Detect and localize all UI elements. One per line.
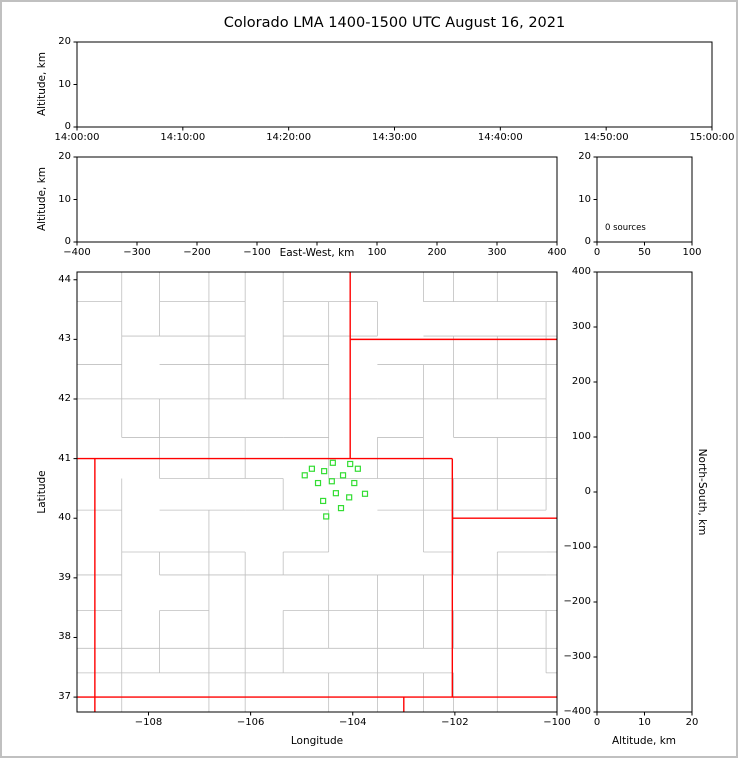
lma-station-marker <box>361 490 369 497</box>
ew_height-xtick-label: −200 <box>183 247 211 258</box>
ew-height-xlabel: East-West, km <box>279 247 355 259</box>
time_height-xtick-label: 14:10:00 <box>160 132 206 143</box>
time_height-ytick-label: 10 <box>58 78 71 90</box>
plan_view-ytick-label: 44 <box>58 273 71 285</box>
height_ns-xtick-label: 0 <box>593 717 601 728</box>
height_ns-ytick-label: −100 <box>563 541 591 552</box>
lma-station-marker <box>328 478 335 485</box>
alt_histogram-xtick-label: 0 <box>593 247 601 258</box>
time_height-ytick-label: 20 <box>58 36 71 47</box>
ew_height-xtick-label: 100 <box>367 247 387 258</box>
height_ns-ytick-label: 200 <box>571 376 591 387</box>
map-ylabel: Latitude <box>36 470 48 514</box>
height_ns-ytick-label: −400 <box>563 706 591 717</box>
plan_view-xtick-label: −102 <box>441 717 469 728</box>
height_ns-ytick-label: −200 <box>563 596 591 607</box>
alt_histogram-xtick-label: 50 <box>638 247 651 258</box>
time_height-xtick-label: 14:40:00 <box>477 132 523 143</box>
county-borders <box>77 272 557 712</box>
plan_view-xtick-label: −104 <box>339 717 367 728</box>
ew_height-xtick-label: −300 <box>123 247 151 258</box>
lma-station-marker <box>337 504 345 512</box>
height_ns-ytick-label: −300 <box>563 651 591 662</box>
figure-title: Colorado LMA 1400-1500 UTC August 16, 20… <box>223 15 566 31</box>
ew_height-frame <box>76 156 558 243</box>
height_ns-ytick-label: 0 <box>584 486 591 497</box>
lma-station-marker <box>339 472 347 479</box>
time_height-xtick-label: 14:00:00 <box>54 132 100 143</box>
ew_height-xtick-label: −400 <box>63 247 91 258</box>
plan_view-xtick-label: −108 <box>134 717 163 728</box>
time_height-xtick-label: 15:00:00 <box>689 132 735 143</box>
time_height-ytick-label: 0 <box>64 121 71 132</box>
ew_height-ytick-label: 20 <box>58 151 71 162</box>
lma-station-marker <box>301 472 308 479</box>
ew_height-ytick-label: 0 <box>64 236 71 247</box>
ns-height-xlabel: Altitude, km <box>611 735 676 747</box>
state-borders <box>77 272 557 712</box>
plan_view-xtick-label: −106 <box>236 717 265 728</box>
time_height-xtick-label: 14:20:00 <box>266 132 312 143</box>
plan_view-ytick-label: 43 <box>58 333 71 345</box>
height_ns-ytick-label: 400 <box>571 266 591 277</box>
alt_histogram-ytick-label: 10 <box>578 193 591 205</box>
map-xlabel: Longitude <box>290 735 344 747</box>
lma-station-marker <box>323 513 330 520</box>
lma-station-marker <box>347 460 354 468</box>
height_ns-frame <box>596 271 693 713</box>
plan_view-ytick-label: 40 <box>58 512 71 524</box>
lma-station-marker <box>329 459 336 466</box>
ew_height-xtick-label: 200 <box>427 247 447 258</box>
alt_histogram-ytick-label: 20 <box>578 151 591 162</box>
height_ns-ytick-label: 300 <box>571 321 591 332</box>
height_ns-ytick-label: 100 <box>571 431 591 442</box>
ew_height-xtick-label: 300 <box>487 247 507 258</box>
plan_view-ytick-label: 39 <box>58 571 71 583</box>
plan_view-ytick-label: 42 <box>58 392 71 404</box>
time_height-xtick-label: 14:30:00 <box>372 132 417 143</box>
plan_view-ytick-label: 37 <box>58 691 71 703</box>
ew_height-ytick-label: 10 <box>58 193 71 205</box>
lma-station-marker <box>314 479 322 487</box>
ns-height-ylabel: North-South, km <box>696 448 708 536</box>
plan_view-ytick-label: 38 <box>58 631 71 643</box>
lma-station-marker <box>332 490 339 497</box>
lma-station-marker <box>321 468 328 475</box>
alt_histogram-ytick-label: 0 <box>584 236 591 247</box>
lma-station-marker <box>346 494 353 501</box>
height_ns-xtick-label: 20 <box>685 717 699 728</box>
plan_view-xtick-label: −100 <box>543 717 571 728</box>
lma-station-marker <box>308 465 315 472</box>
time_height-xtick-label: 14:50:00 <box>583 132 629 143</box>
alt_histogram-xtick-label: 100 <box>682 247 702 258</box>
height_ns-xtick-label: 10 <box>638 717 651 728</box>
lma-station-marker <box>351 479 358 487</box>
plan_view-ytick-label: 41 <box>58 452 71 464</box>
lma-station-marker <box>320 497 327 505</box>
time_height-frame <box>76 41 713 128</box>
plan_view-frame <box>76 271 558 713</box>
ew_height-xtick-label: −100 <box>243 247 271 258</box>
lma-stations <box>301 459 369 520</box>
source-count-annotation: 0 sources <box>605 223 646 233</box>
lma-station-marker <box>354 465 361 472</box>
ew_height-xtick-label: 400 <box>547 247 567 258</box>
